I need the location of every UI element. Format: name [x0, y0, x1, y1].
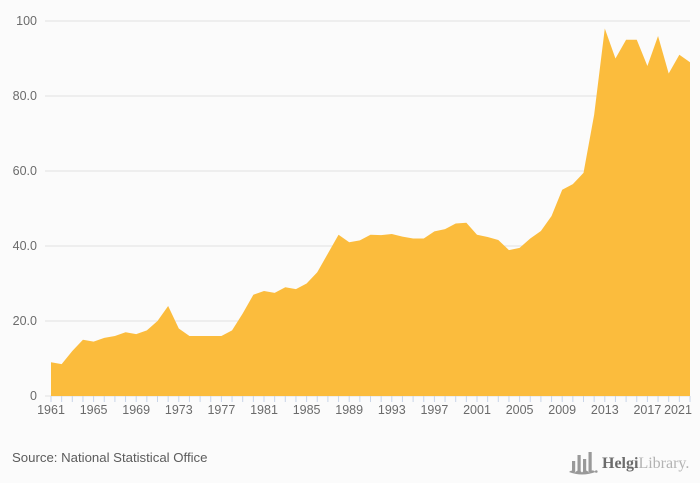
svg-text:20.0: 20.0 [13, 314, 37, 328]
svg-text:40.0: 40.0 [13, 239, 37, 253]
svg-text:1981: 1981 [250, 403, 278, 417]
svg-text:1985: 1985 [293, 403, 321, 417]
svg-text:1989: 1989 [335, 403, 363, 417]
svg-text:1993: 1993 [378, 403, 406, 417]
svg-text:60.0: 60.0 [13, 164, 37, 178]
svg-text:0: 0 [30, 389, 37, 403]
svg-text:2017: 2017 [633, 403, 661, 417]
svg-text:100: 100 [16, 14, 37, 28]
svg-text:2013: 2013 [591, 403, 619, 417]
svg-text:1969: 1969 [122, 403, 150, 417]
svg-text:1965: 1965 [80, 403, 108, 417]
svg-text:Source: National Statistical O: Source: National Statistical Office [12, 450, 207, 465]
svg-text:1977: 1977 [207, 403, 235, 417]
svg-text:2009: 2009 [548, 403, 576, 417]
svg-text:1961: 1961 [37, 403, 65, 417]
svg-text:HelgiLibrary.: HelgiLibrary. [602, 455, 689, 472]
svg-text:1997: 1997 [420, 403, 448, 417]
svg-text:2001: 2001 [463, 403, 491, 417]
svg-text:80.0: 80.0 [13, 89, 37, 103]
svg-text:1973: 1973 [165, 403, 193, 417]
svg-text:2021: 2021 [664, 403, 692, 417]
svg-text:2005: 2005 [506, 403, 534, 417]
